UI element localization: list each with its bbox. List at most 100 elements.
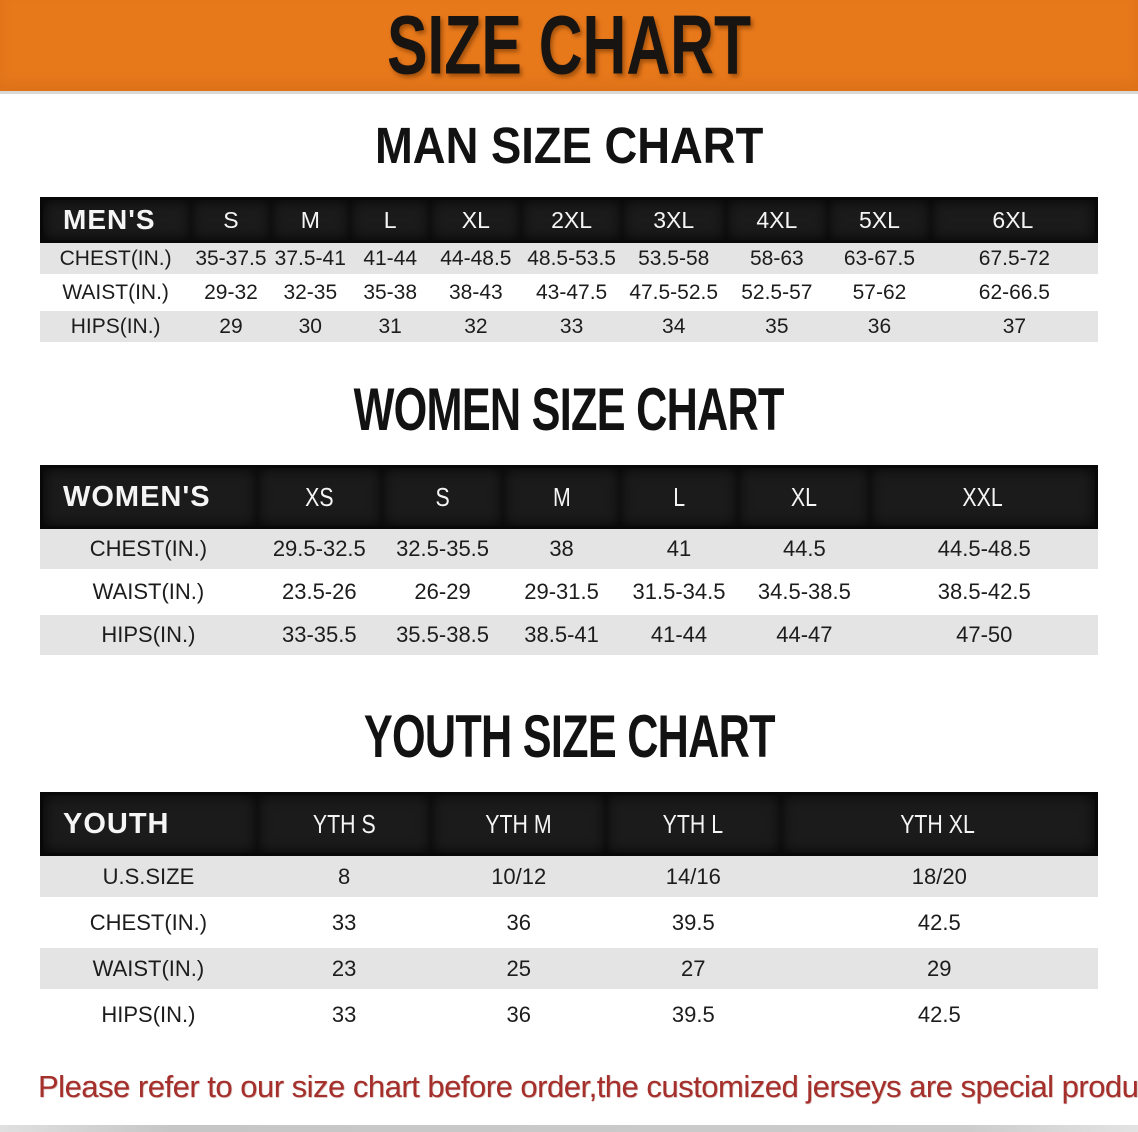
size-value-cell: 31.5-34.5 <box>619 572 739 615</box>
size-value-cell: 27 <box>606 948 781 994</box>
womens-section-heading: WOMEN SIZE CHART <box>353 376 785 443</box>
size-value-cell: 44.5 <box>738 529 871 572</box>
measurement-row: CHEST(IN.) 35-37.5 37.5-41 41-44 44-48.5 48.5… <box>40 243 1098 277</box>
size-value-cell: 30 <box>270 311 350 345</box>
measurement-row-label: WAIST(IN.) <box>40 277 192 311</box>
size-value-cell: 35-38 <box>349 277 431 311</box>
size-value-cell: 29-31.5 <box>503 572 620 615</box>
size-column-header: XXL <box>870 465 1098 529</box>
size-column-header: YTH S <box>256 792 432 856</box>
size-value-cell: 52.5-57 <box>725 277 829 311</box>
size-column-header: S <box>381 465 504 529</box>
size-column-header-text: YTH S <box>312 808 376 839</box>
measurement-row-label: HIPS(IN.) <box>40 994 257 1040</box>
size-value-cell: 48.5-53.5 <box>521 243 622 277</box>
size-column-header-text: S <box>223 206 239 233</box>
size-column-header: 2XL <box>521 197 622 243</box>
size-value-cell: 14/16 <box>606 856 781 902</box>
size-value-cell: 32.5-35.5 <box>381 529 504 572</box>
size-value-cell: 38-43 <box>430 277 522 311</box>
size-value-cell: 33 <box>256 902 432 948</box>
measurement-row: CHEST(IN.) 33 36 39.5 42.5 <box>40 902 1098 948</box>
womens-table-header-row: WOMEN'S XS S M L XL XXL <box>40 465 1098 529</box>
size-column-header-text: 4XL <box>756 206 798 233</box>
size-value-cell: 38.5-41 <box>503 615 620 658</box>
size-column-header: XL <box>430 197 522 243</box>
measurement-row: WAIST(IN.) 23.5-26 26-29 29-31.5 31.5-34.5 34… <box>40 572 1098 615</box>
size-column-header: YTH M <box>431 792 606 856</box>
size-value-cell: 36 <box>431 994 606 1040</box>
size-value-cell: 43-47.5 <box>521 277 622 311</box>
size-value-cell: 29 <box>780 948 1098 994</box>
size-column-header-text: YTH XL <box>900 808 976 839</box>
measurement-row-label: WAIST(IN.) <box>40 948 257 994</box>
size-value-cell: 8 <box>256 856 432 902</box>
mens-table-header-row: MEN'S S M L XL 2XL 3XL 4XL 5XL 6XL <box>40 197 1098 243</box>
size-value-cell: 25 <box>431 948 606 994</box>
disclaimer-text: Please refer to our size chart before or… <box>38 1062 1138 1132</box>
size-value-cell: 32-35 <box>270 277 350 311</box>
size-value-cell: 47-50 <box>870 615 1098 658</box>
womens-size-table: WOMEN'S XS S M L XL XXL CHEST(IN.) 29.5-32.5 32… <box>40 465 1098 658</box>
size-value-cell: 42.5 <box>780 902 1098 948</box>
size-value-cell: 57-62 <box>828 277 931 311</box>
size-column-header: M <box>270 197 350 243</box>
size-value-cell: 33 <box>256 994 432 1040</box>
size-value-cell: 33 <box>521 311 622 345</box>
size-column-header: XS <box>256 465 382 529</box>
size-value-cell: 39.5 <box>606 994 781 1040</box>
size-value-cell: 23 <box>256 948 432 994</box>
size-value-cell: 44-47 <box>738 615 871 658</box>
size-column-header-text: XS <box>305 481 334 512</box>
measurement-row: HIPS(IN.) 33 36 39.5 42.5 <box>40 994 1098 1040</box>
banner-title: SIZE CHART <box>386 0 752 92</box>
size-column-header: 4XL <box>725 197 829 243</box>
measurement-row: HIPS(IN.) 33-35.5 35.5-38.5 38.5-41 41-44 44-… <box>40 615 1098 658</box>
size-column-header-text: M <box>300 206 320 233</box>
disclaimer-line-1: Please refer to our size chart before or… <box>38 1069 1138 1104</box>
size-value-cell: 67.5-72 <box>930 243 1098 277</box>
size-value-cell: 34.5-38.5 <box>738 572 871 615</box>
measurement-row: U.S.SIZE 8 10/12 14/16 18/20 <box>40 856 1098 902</box>
measurement-row-label: HIPS(IN.) <box>40 311 192 345</box>
size-value-cell: 35.5-38.5 <box>381 615 504 658</box>
size-column-header-text: 2XL <box>551 206 593 233</box>
size-value-cell: 41 <box>619 529 739 572</box>
size-column-header: 6XL <box>930 197 1098 243</box>
measurement-row-label: CHEST(IN.) <box>40 243 192 277</box>
size-value-cell: 23.5-26 <box>256 572 382 615</box>
size-value-cell: 42.5 <box>780 994 1098 1040</box>
size-value-cell: 39.5 <box>606 902 781 948</box>
womens-table-label: WOMEN'S <box>40 465 257 529</box>
size-column-header: S <box>191 197 271 243</box>
size-column-header-text: YTH L <box>663 808 724 839</box>
size-column-header-text: L <box>383 206 397 233</box>
mens-table-label: MEN'S <box>40 197 192 243</box>
measurement-row-label: CHEST(IN.) <box>40 902 257 948</box>
size-column-header: M <box>503 465 620 529</box>
size-value-cell: 38 <box>503 529 620 572</box>
size-value-cell: 26-29 <box>381 572 504 615</box>
size-value-cell: 58-63 <box>725 243 829 277</box>
size-chart-banner: SIZE CHART <box>0 0 1138 94</box>
youth-table-header-row: YOUTH YTH S YTH M YTH L YTH XL <box>40 792 1098 856</box>
size-column-header: L <box>619 465 739 529</box>
size-column-header-text: XL <box>461 206 490 233</box>
size-value-cell: 36 <box>431 902 606 948</box>
size-value-cell: 44.5-48.5 <box>870 529 1098 572</box>
size-column-header: 3XL <box>621 197 726 243</box>
bottom-edge-strip <box>0 1125 1138 1132</box>
measurement-row: CHEST(IN.) 29.5-32.5 32.5-35.5 38 41 44.5 44.5… <box>40 529 1098 572</box>
size-value-cell: 63-67.5 <box>828 243 931 277</box>
youth-section-heading: YOUTH SIZE CHART <box>363 703 776 770</box>
size-value-cell: 41-44 <box>349 243 431 277</box>
size-value-cell: 38.5-42.5 <box>870 572 1098 615</box>
size-value-cell: 10/12 <box>431 856 606 902</box>
size-column-header-text: L <box>673 481 685 512</box>
size-value-cell: 62-66.5 <box>930 277 1098 311</box>
size-value-cell: 31 <box>349 311 431 345</box>
size-column-header: YTH L <box>606 792 781 856</box>
size-column-header: L <box>349 197 431 243</box>
size-column-header-text: 3XL <box>653 206 695 233</box>
youth-size-table: YOUTH YTH S YTH M YTH L YTH XL U.S.SIZE 8 10/… <box>40 792 1098 1040</box>
